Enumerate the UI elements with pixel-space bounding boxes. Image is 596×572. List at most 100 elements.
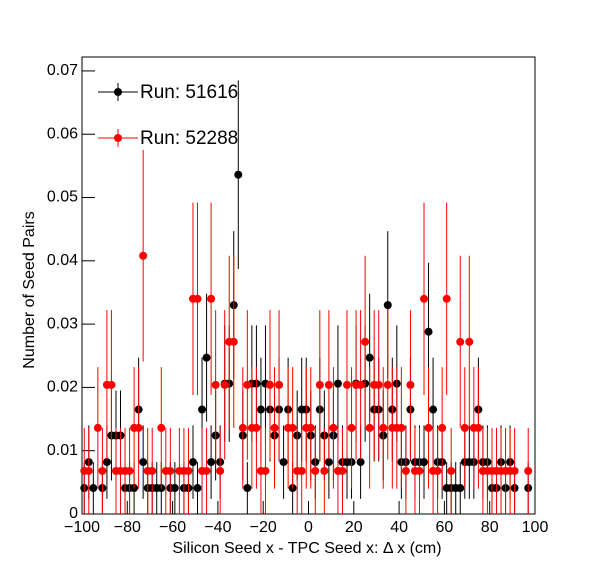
point — [343, 380, 352, 389]
x-tick-label: −80 — [114, 519, 141, 536]
point — [202, 466, 211, 475]
point — [356, 458, 365, 467]
point — [89, 484, 98, 493]
point — [207, 294, 216, 303]
point — [374, 380, 383, 389]
y-tick-label: 0.06 — [47, 125, 78, 142]
point — [379, 423, 388, 432]
point — [166, 466, 175, 475]
point — [397, 423, 406, 432]
point — [207, 458, 216, 467]
x-tick-label: 100 — [522, 519, 549, 536]
point — [288, 423, 297, 432]
point — [406, 380, 415, 389]
point — [456, 337, 465, 346]
point — [465, 337, 474, 346]
point — [365, 423, 374, 432]
legend-marker — [114, 88, 122, 96]
point — [261, 466, 270, 475]
point — [324, 380, 333, 389]
point — [238, 423, 247, 432]
y-tick-label: 0.05 — [47, 189, 78, 206]
point — [383, 380, 392, 389]
point — [170, 484, 179, 493]
y-tick-label: 0.01 — [47, 442, 78, 459]
x-tick-label: 60 — [436, 519, 454, 536]
plot-frame — [81, 56, 536, 515]
point — [270, 423, 279, 432]
point — [456, 484, 465, 493]
point — [420, 294, 429, 303]
y-tick-label: 0.03 — [47, 315, 78, 332]
point — [193, 484, 202, 493]
point — [275, 380, 284, 389]
y-tick-label: 0.04 — [47, 252, 78, 269]
point — [311, 466, 320, 475]
point — [98, 466, 107, 475]
point — [265, 380, 274, 389]
point — [365, 353, 374, 362]
legend-marker — [114, 134, 122, 142]
legend-label: Run: 51616 — [140, 82, 238, 103]
point — [424, 327, 433, 336]
point — [401, 466, 410, 475]
point — [320, 466, 329, 475]
y-tick-label: 0.02 — [47, 379, 78, 396]
point — [279, 458, 288, 467]
point — [474, 423, 483, 432]
point — [420, 458, 429, 467]
point — [84, 466, 93, 475]
point — [315, 380, 324, 389]
x-tick-label: −20 — [250, 519, 277, 536]
point — [125, 466, 134, 475]
legend-label: Run: 52288 — [140, 128, 238, 149]
x-tick-label: −40 — [204, 519, 231, 536]
point — [220, 380, 229, 389]
point — [433, 466, 442, 475]
point — [107, 380, 116, 389]
point — [202, 353, 211, 362]
point — [329, 423, 338, 432]
point — [324, 458, 333, 467]
point — [338, 466, 347, 475]
point — [229, 337, 238, 346]
point — [347, 423, 356, 432]
point — [102, 458, 111, 467]
y-tick-label: 0 — [69, 505, 78, 522]
point — [139, 251, 148, 260]
point — [361, 337, 370, 346]
point — [243, 380, 252, 389]
y-axis-label: Number of Seed Pairs — [21, 211, 38, 368]
point — [524, 466, 533, 475]
point — [306, 423, 315, 432]
point — [252, 423, 261, 432]
point — [93, 423, 102, 432]
x-tick-label: 20 — [345, 519, 363, 536]
point — [333, 379, 342, 388]
x-tick-label: −100 — [64, 519, 100, 536]
point — [256, 405, 265, 414]
point — [460, 423, 469, 432]
point — [415, 466, 424, 475]
point — [184, 466, 193, 475]
point — [139, 458, 148, 467]
point — [356, 380, 365, 389]
point — [447, 466, 456, 475]
point — [188, 458, 197, 467]
point — [424, 423, 433, 432]
point — [438, 423, 447, 432]
x-axis-label: Silicon Seed x - TPC Seed x: Δ x (cm) — [172, 540, 441, 557]
point — [148, 466, 157, 475]
x-tick-label: 40 — [390, 519, 408, 536]
x-tick-label: 80 — [481, 519, 499, 536]
point — [198, 405, 207, 414]
point — [193, 294, 202, 303]
point — [234, 170, 243, 179]
point — [243, 484, 252, 493]
point — [297, 466, 306, 475]
point — [211, 380, 220, 389]
point — [429, 405, 438, 414]
y-tick-label: 0.07 — [47, 62, 78, 79]
point — [442, 294, 451, 303]
